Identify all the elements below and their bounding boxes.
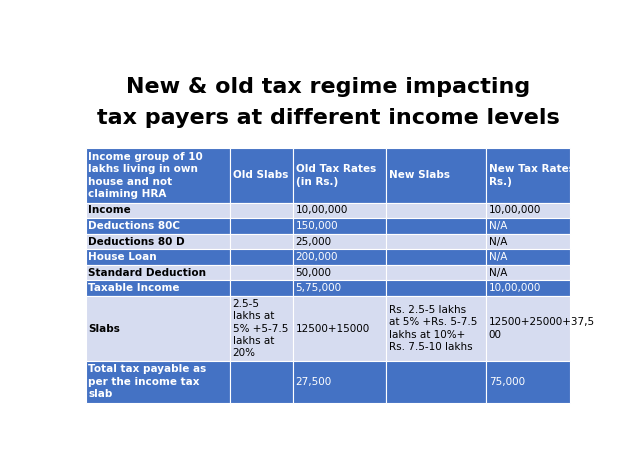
Bar bbox=[386, 361, 486, 403]
Text: 10,00,000: 10,00,000 bbox=[489, 205, 541, 215]
Bar bbox=[86, 202, 230, 218]
Bar bbox=[293, 296, 386, 361]
Bar bbox=[486, 296, 570, 361]
Bar bbox=[386, 234, 486, 250]
Bar bbox=[230, 218, 293, 234]
Text: 12500+25000+37,5
00: 12500+25000+37,5 00 bbox=[489, 317, 595, 340]
Text: New Slabs: New Slabs bbox=[388, 170, 449, 181]
Bar bbox=[293, 281, 386, 296]
Text: tax payers at different income levels: tax payers at different income levels bbox=[97, 108, 559, 128]
Bar bbox=[86, 265, 230, 281]
Text: New & old tax regime impacting: New & old tax regime impacting bbox=[126, 76, 530, 96]
Bar bbox=[486, 250, 570, 265]
Bar bbox=[293, 148, 386, 202]
Bar bbox=[386, 148, 486, 202]
Text: 5,75,000: 5,75,000 bbox=[296, 283, 342, 293]
Bar bbox=[293, 202, 386, 218]
Text: 10,00,000: 10,00,000 bbox=[489, 283, 541, 293]
Text: 25,000: 25,000 bbox=[296, 237, 332, 246]
Bar bbox=[386, 202, 486, 218]
Bar bbox=[86, 250, 230, 265]
Bar bbox=[386, 296, 486, 361]
Bar bbox=[230, 281, 293, 296]
Bar bbox=[293, 250, 386, 265]
Text: 10,00,000: 10,00,000 bbox=[296, 205, 348, 215]
Text: 27,500: 27,500 bbox=[296, 377, 332, 387]
Bar bbox=[486, 234, 570, 250]
Bar bbox=[386, 281, 486, 296]
Bar bbox=[230, 265, 293, 281]
Bar bbox=[486, 361, 570, 403]
Text: Old Slabs: Old Slabs bbox=[233, 170, 288, 181]
Text: N/A: N/A bbox=[489, 237, 507, 246]
Bar bbox=[86, 296, 230, 361]
Bar bbox=[293, 265, 386, 281]
Bar bbox=[230, 250, 293, 265]
Bar bbox=[86, 281, 230, 296]
Text: 50,000: 50,000 bbox=[296, 268, 332, 278]
Text: 150,000: 150,000 bbox=[296, 221, 339, 231]
Bar bbox=[86, 148, 230, 202]
Bar bbox=[486, 202, 570, 218]
Text: 200,000: 200,000 bbox=[296, 252, 338, 262]
Text: Slabs: Slabs bbox=[88, 324, 120, 334]
Bar bbox=[386, 250, 486, 265]
Text: 12500+15000: 12500+15000 bbox=[296, 324, 370, 334]
Text: Income group of 10
lakhs living in own
house and not
claiming HRA: Income group of 10 lakhs living in own h… bbox=[88, 152, 203, 199]
Text: 75,000: 75,000 bbox=[489, 377, 525, 387]
Text: Deductions 80C: Deductions 80C bbox=[88, 221, 180, 231]
Bar bbox=[386, 218, 486, 234]
Text: Deductions 80 D: Deductions 80 D bbox=[88, 237, 185, 246]
Text: N/A: N/A bbox=[489, 268, 507, 278]
Text: N/A: N/A bbox=[489, 221, 507, 231]
Text: Old Tax Rates
(in Rs.): Old Tax Rates (in Rs.) bbox=[296, 164, 376, 186]
Bar bbox=[86, 218, 230, 234]
Bar bbox=[230, 361, 293, 403]
Text: Taxable Income: Taxable Income bbox=[88, 283, 180, 293]
Bar bbox=[230, 148, 293, 202]
Text: Total tax payable as
per the income tax
slab: Total tax payable as per the income tax … bbox=[88, 364, 207, 399]
Bar bbox=[230, 234, 293, 250]
Bar bbox=[386, 265, 486, 281]
Bar bbox=[486, 281, 570, 296]
Bar bbox=[486, 218, 570, 234]
Text: New Tax Rates (in
Rs.): New Tax Rates (in Rs.) bbox=[489, 164, 594, 186]
Bar bbox=[86, 234, 230, 250]
Text: Rs. 2.5-5 lakhs
at 5% +Rs. 5-7.5
lakhs at 10%+
Rs. 7.5-10 lakhs: Rs. 2.5-5 lakhs at 5% +Rs. 5-7.5 lakhs a… bbox=[388, 305, 477, 352]
Bar bbox=[86, 361, 230, 403]
Bar bbox=[293, 361, 386, 403]
Bar bbox=[230, 296, 293, 361]
Text: House Loan: House Loan bbox=[88, 252, 157, 262]
Bar bbox=[230, 202, 293, 218]
Text: N/A: N/A bbox=[489, 252, 507, 262]
Text: 2.5-5
lakhs at
5% +5-7.5
lakhs at
20%: 2.5-5 lakhs at 5% +5-7.5 lakhs at 20% bbox=[233, 299, 288, 358]
Bar bbox=[293, 234, 386, 250]
Bar bbox=[486, 265, 570, 281]
Text: Income: Income bbox=[88, 205, 131, 215]
Text: Standard Deduction: Standard Deduction bbox=[88, 268, 207, 278]
Bar bbox=[486, 148, 570, 202]
Bar bbox=[293, 218, 386, 234]
